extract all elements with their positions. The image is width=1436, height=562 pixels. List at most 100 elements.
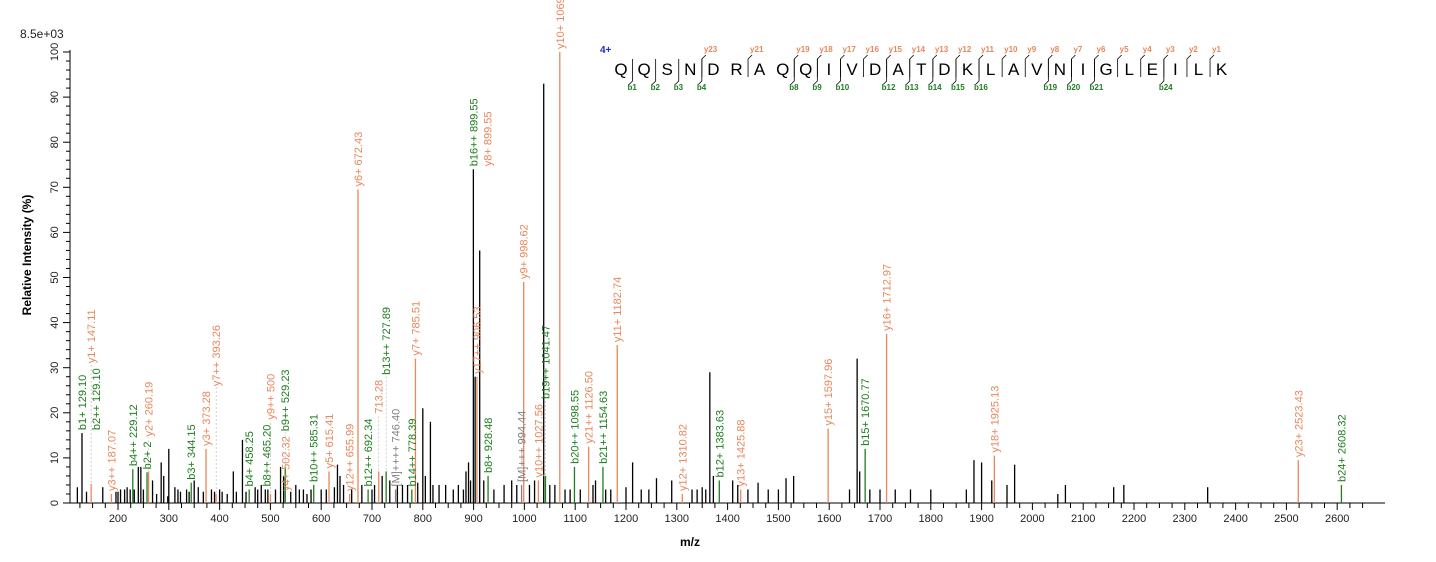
- y-ion-bracket: [1071, 54, 1076, 77]
- residue-letter: V: [1031, 60, 1043, 79]
- y-ion-bracket: [1186, 54, 1192, 77]
- b-ion-label: b2+ 2: [142, 441, 154, 469]
- x-tick-label: 1600: [817, 513, 841, 525]
- x-tick-label: 2300: [1173, 513, 1197, 525]
- b-ion-label: b16++ 899.55: [468, 98, 480, 166]
- peak-labels: b1+ 129.10 b2++ 129.10 y1+ 147.11 y3++ 187.…: [77, 0, 1348, 491]
- y-ion-bracket: [793, 54, 799, 77]
- y-ion-bracket: [747, 54, 753, 77]
- b-ion-bracket: [1159, 59, 1165, 86]
- b-ion-marker: b8: [789, 83, 799, 92]
- x-tick-label: 300: [160, 513, 178, 525]
- y-ion-label: y21++ 1126.50: [584, 371, 596, 444]
- y-ion-label: y16+ 1712.97: [882, 264, 894, 331]
- b-ion-bracket: [882, 59, 888, 86]
- y-ion-marker: y21: [750, 45, 764, 54]
- y-ion-label: y3++ 187.07: [106, 430, 118, 491]
- y-ion-bracket: [1047, 54, 1053, 77]
- b-ion-bracket: [697, 59, 703, 86]
- b-ion-bracket: [1067, 59, 1072, 86]
- y-ion-bracket: [978, 54, 984, 77]
- x-tick-label: 2400: [1223, 513, 1247, 525]
- x-tick-label: 1900: [969, 513, 993, 525]
- residue-letter: A: [1008, 60, 1020, 79]
- x-tick-label: 2100: [1071, 513, 1095, 525]
- b-ion-bracket: [974, 59, 980, 86]
- y-ion-bracket: [1209, 54, 1215, 77]
- other-ion-label: [M]++++ 746.40: [391, 409, 403, 487]
- b-ion-marker: b15: [951, 83, 965, 92]
- residue-letter: N: [1054, 60, 1066, 79]
- y-ion-label: y12+ 1310.82: [677, 424, 689, 491]
- b-ion-label: b21++ 1154.63: [598, 391, 610, 464]
- y-ion-label: y10+ 1069.66: [555, 0, 567, 49]
- x-tick-label: 1100: [563, 513, 587, 525]
- x-tick-label: 2500: [1274, 513, 1298, 525]
- b-ion-marker: b2: [651, 83, 661, 92]
- y-ion-marker: y17: [842, 45, 856, 54]
- b-ion-marker: b10: [835, 83, 849, 92]
- b-ion-marker: b1: [628, 83, 638, 92]
- b-ion-bracket: [1044, 59, 1049, 86]
- residue-letter: D: [707, 60, 719, 79]
- y-ion-bracket: [886, 54, 891, 77]
- b-ion-bracket: [928, 59, 934, 86]
- residue-letter: K: [962, 60, 974, 79]
- axes: 200 300 400 500 600 700 800 900 1000 1100 1200 1300…: [49, 43, 1385, 525]
- b-ion-bracket: [951, 59, 957, 86]
- y-ion-label: y11+ 1182.74: [612, 277, 624, 342]
- x-tick-label: 1200: [614, 513, 638, 525]
- y-ion-label: y2+ 260.19: [144, 382, 156, 437]
- b-ion-label: b15+ 1670.77: [860, 378, 872, 446]
- y-ion-label: 713.28: [374, 380, 386, 414]
- b-ion-label: b4++ 229.12: [128, 404, 140, 466]
- x-tick-label: 1000: [512, 513, 536, 525]
- y-tick-label: 60: [49, 226, 61, 238]
- y-tick-label: 20: [49, 407, 61, 419]
- b-ion-bracket: [789, 59, 795, 86]
- y-ion-label: y23+ 2523.43: [1293, 390, 1305, 457]
- y-ion-marker: y14: [912, 45, 926, 54]
- residue-letter: L: [1124, 60, 1133, 79]
- b-ion-label: b14++ 778.39: [407, 419, 419, 487]
- y-ion-bracket: [840, 54, 845, 77]
- y-ion-marker: y10: [1004, 45, 1018, 54]
- y-ion-marker: y16: [866, 45, 880, 54]
- sequence-coverage-map: Q Q S N D R A Q Q I V D A T D K L A V N I G L E I L Kb1 b2 b3 b4 b8 b9 b…: [614, 45, 1228, 92]
- y-axis-label: Relative Intensity (%): [20, 195, 34, 316]
- residue-letter: A: [754, 60, 766, 79]
- y-ion-bracket: [1140, 54, 1146, 77]
- b-ion-marker: b13: [905, 83, 919, 92]
- y-ion-label: y6+ 672.43: [353, 132, 365, 187]
- b-ion-label: b1+ 129.10: [77, 375, 89, 430]
- y-ion-marker: y5: [1120, 45, 1129, 54]
- y-ion-marker: y2: [1189, 45, 1198, 54]
- b-ion-marker: b19: [1043, 83, 1057, 92]
- y-tick-label: 0: [49, 500, 61, 506]
- b-ion-label: b10++ 585.31: [309, 414, 321, 482]
- b-ion-label: b8+ 928.48: [483, 418, 495, 473]
- b-ion-label: b8++ 465.20: [262, 425, 274, 487]
- y-ion-label: y7+ 785.51: [410, 301, 422, 356]
- b-ion-marker: b9: [812, 83, 822, 92]
- x-tick-label: 1800: [919, 513, 943, 525]
- x-axis-label: m/z: [680, 535, 700, 549]
- y-ion-bracket: [1117, 54, 1122, 77]
- y-ion-bracket: [955, 54, 961, 77]
- b-ion-marker: b16: [974, 83, 988, 92]
- intensity-scale-label: 8.5e+03: [20, 27, 64, 41]
- x-tick-label: 1400: [715, 513, 739, 525]
- b-ion-bracket: [836, 59, 841, 86]
- y-ion-marker: y15: [889, 45, 903, 54]
- y-ion-bracket: [1024, 54, 1030, 77]
- y-tick-label: 50: [49, 271, 61, 283]
- peaks: [76, 52, 1343, 503]
- y-ion-bracket: [1001, 54, 1007, 77]
- x-tick-label: 800: [414, 513, 432, 525]
- residue-letter: S: [662, 60, 673, 79]
- residue-letter: Q: [799, 60, 812, 79]
- y-tick-label: 10: [49, 452, 61, 464]
- y-ion-marker: y13: [935, 45, 949, 54]
- y-tick-label: 40: [49, 316, 61, 328]
